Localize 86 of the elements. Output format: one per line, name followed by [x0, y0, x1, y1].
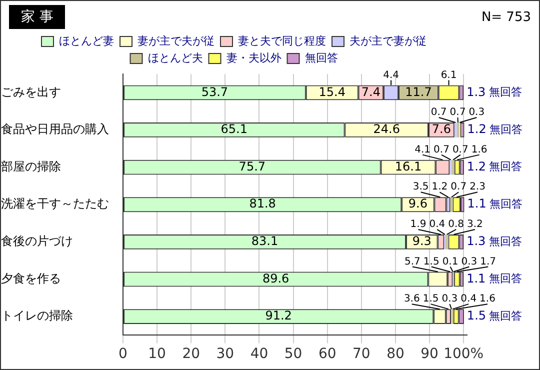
x-tick-label: 90: [420, 346, 438, 362]
y-tick-label: 食後の片づけ: [1, 234, 73, 248]
data-label: 7.4: [361, 84, 380, 99]
data-label: 16.1: [394, 159, 422, 174]
data-label: 11.7: [405, 84, 432, 99]
bar: [454, 122, 457, 138]
x-tick-label: 80: [386, 346, 404, 362]
legend-label: ほとんど夫: [148, 51, 203, 64]
data-label: 1.5: [423, 256, 440, 268]
data-label: 3.6: [404, 294, 420, 305]
data-label: 0.4: [429, 219, 446, 230]
x-tick-label: 20: [182, 346, 200, 362]
x-tick-label: 40: [250, 346, 268, 362]
text: 無回答: [489, 309, 522, 322]
data-label: 0.7: [434, 144, 450, 156]
data-label: 1.3: [466, 234, 486, 248]
text: 無回答: [488, 272, 522, 286]
data-label: 1.6: [480, 294, 496, 305]
text: 無回答: [490, 197, 523, 210]
legend-label: ほとんど妻: [59, 34, 114, 48]
data-label: 81.8: [249, 196, 276, 211]
data-label: 0.4: [460, 294, 477, 305]
data-label: 1.7: [480, 256, 496, 268]
data-label: 1.5: [466, 308, 486, 323]
legend-label: 無回答: [304, 51, 338, 64]
x-tick-label: 60: [318, 346, 336, 362]
data-label: 6.1: [440, 70, 457, 81]
data-label: 15.4: [318, 84, 346, 99]
legend-label: 夫が主で妻が従: [350, 34, 426, 48]
y-tick-label: ごみを出す: [1, 84, 61, 99]
y-tick-label: トイレの掃除: [1, 308, 73, 323]
data-label: 1.2: [466, 159, 486, 174]
data-label: 3.2: [467, 219, 483, 230]
legend-label: 妻・夫以外: [226, 51, 282, 64]
data-label: 89.6: [262, 271, 290, 286]
y-tick-label: 洗濯を干す～たたむ: [1, 196, 109, 211]
text: 無回答: [488, 234, 522, 248]
x-tick-label: 100%: [444, 346, 484, 362]
data-label: 1.6: [471, 144, 488, 156]
data-label: 1.2: [432, 182, 448, 193]
x-tick-label: 30: [216, 346, 234, 362]
data-label: 1.2: [467, 122, 486, 136]
data-label: 65.1: [220, 122, 248, 136]
data-label: 0.7: [430, 107, 447, 118]
data-label: 0.3: [468, 107, 485, 118]
chart-title: 家 事: [9, 5, 66, 29]
data-label: 1.1: [466, 271, 486, 286]
text: 無回答: [490, 122, 523, 136]
x-tick-label: 70: [352, 346, 370, 362]
text: 無回答: [488, 86, 522, 99]
data-label: 3.5: [412, 182, 429, 193]
data-label: 9.3: [412, 234, 432, 248]
data-label: 1.9: [410, 219, 426, 230]
data-label: 91.2: [265, 308, 292, 323]
x-tick-label: 0: [118, 346, 128, 362]
legend-label: 妻が主で夫が従: [138, 34, 214, 48]
data-label: 9.6: [408, 196, 428, 211]
data-label: 4.4: [383, 70, 399, 81]
data-label: 7.6: [432, 122, 451, 136]
data-label: 75.7: [238, 159, 266, 174]
data-label: 5.7: [404, 256, 420, 268]
data-label: 0.3: [461, 256, 478, 268]
data-label: 4.1: [414, 144, 431, 156]
x-tick-label: 50: [284, 346, 302, 362]
data-label: 0.7: [450, 182, 467, 193]
data-label: 2.3: [470, 182, 486, 193]
data-label: 1.3: [466, 84, 486, 99]
text: N= 753: [481, 10, 531, 24]
y-tick-label: 部屋の掃除: [1, 159, 61, 174]
x-tick-label: 10: [148, 346, 166, 362]
data-label: 53.7: [201, 84, 228, 99]
data-label: 0.3: [442, 294, 458, 305]
data-label: 0.7: [452, 144, 468, 156]
legend-label: 妻と夫で同じ程度: [238, 34, 326, 48]
data-label: 0.7: [450, 107, 466, 118]
bar: [450, 160, 452, 175]
bar: [446, 234, 448, 250]
data-label: 24.6: [373, 122, 400, 136]
y-tick-label: 夕食を作る: [1, 271, 61, 286]
data-label: 83.1: [251, 234, 278, 248]
data-label: 0.1: [442, 256, 458, 268]
data-label: 1.1: [467, 196, 486, 211]
y-tick-label: 食品や日用品の購入: [1, 122, 109, 136]
data-label: 1.5: [422, 294, 439, 305]
text: 無回答: [489, 160, 522, 174]
data-label: 0.8: [448, 219, 464, 230]
